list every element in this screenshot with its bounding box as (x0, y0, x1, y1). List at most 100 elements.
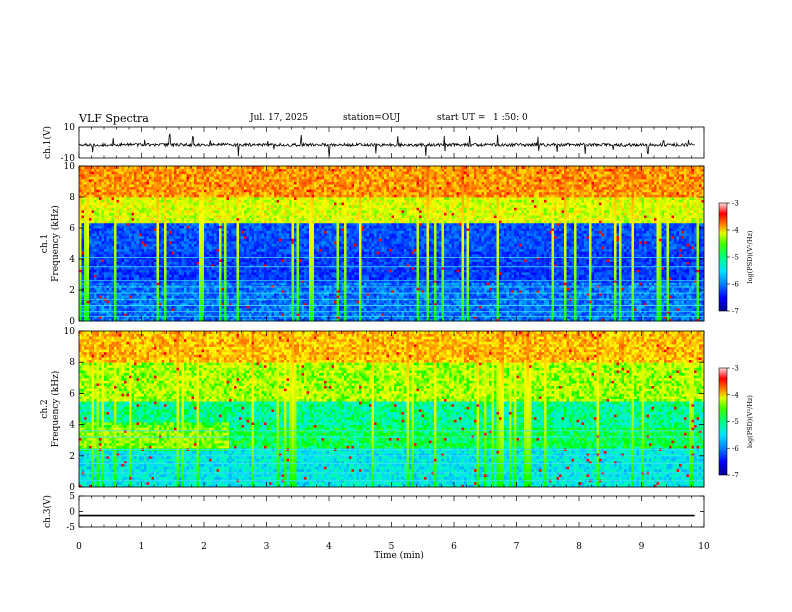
spectrogram-cell (697, 311, 700, 314)
spectrogram-cell (467, 313, 470, 316)
spectrogram-cell (569, 308, 572, 311)
spectrogram-cell (97, 311, 100, 314)
spectrogram-cell (497, 313, 500, 316)
spectrogram-cell (437, 313, 440, 316)
spectrogram-cell (567, 313, 570, 316)
spectrogram-cell (642, 311, 645, 314)
spectrogram-cell (557, 313, 560, 316)
spectrogram-cell (624, 308, 627, 311)
spectrogram-cell (372, 311, 375, 314)
spectrogram-cell (607, 313, 610, 316)
spectrogram-cell (129, 311, 132, 314)
spectrogram-cell (472, 308, 475, 311)
spectrogram-cell (419, 313, 422, 316)
spectrogram-cell (554, 311, 557, 314)
spectrogram-cell (494, 311, 497, 314)
spectrogram-cell (549, 313, 552, 316)
spectrogram-cell (509, 308, 512, 311)
spectrogram-cell (664, 308, 667, 311)
spectrogram-cell (284, 313, 287, 316)
spectrogram-cell (114, 311, 117, 314)
spectrogram-cell (592, 313, 595, 316)
spectrogram-cell (644, 308, 647, 311)
spectrogram-cell (362, 308, 365, 311)
spectrogram-cell (474, 313, 477, 316)
spectrogram-cell (632, 313, 635, 316)
spectrogram-cell (222, 311, 225, 314)
spectrogram-cell (684, 308, 687, 311)
spectrogram-cell (559, 313, 562, 316)
spectrogram-cell (329, 311, 332, 314)
spectrogram-cell (432, 311, 435, 314)
spectrogram-cell (629, 313, 632, 316)
spectrogram-cell (132, 311, 135, 314)
spectrogram-cell (452, 311, 455, 314)
spectrogram-cell (174, 308, 177, 311)
spectrogram-cell (569, 313, 572, 316)
spectrogram-cell (219, 311, 222, 314)
spectrogram-cell (347, 313, 350, 316)
spectrogram-cell (202, 311, 205, 314)
spectrogram-cell (589, 308, 592, 311)
spectrogram-cell (359, 313, 362, 316)
spectrogram-cell (224, 313, 227, 316)
spectrogram-cell (582, 308, 585, 311)
spectrogram-cell (127, 313, 130, 316)
spectrogram-cell (587, 308, 590, 311)
spectrogram-cell (599, 313, 602, 316)
spectrogram-cell (372, 313, 375, 316)
spectrogram-cell (117, 313, 120, 316)
spectrogram-cell (357, 311, 360, 314)
spectrogram-cell (589, 313, 592, 316)
spectrogram-cell (557, 311, 560, 314)
spectrogram-cell (164, 308, 167, 311)
spectrogram-cell (442, 311, 445, 314)
spectrogram-cell (619, 311, 622, 314)
spectrogram-cell (534, 313, 537, 316)
spectrogram-cell (232, 308, 235, 311)
spectrogram-cell (634, 311, 637, 314)
spectrogram-cell (617, 308, 620, 311)
spectrogram-cell (102, 313, 105, 316)
spectrogram-cell (177, 313, 180, 316)
spectrogram-cell (247, 313, 250, 316)
spectrogram-cell (224, 311, 227, 314)
spectrogram-cell (547, 313, 550, 316)
spectrogram-cell (539, 308, 542, 311)
spectrogram-cell (259, 308, 262, 311)
spectrogram-cell (597, 311, 600, 314)
spectrogram-cell (634, 313, 637, 316)
spectrogram-cell (119, 308, 122, 311)
spectrogram-cell (107, 308, 110, 311)
spectrogram-cell (662, 308, 665, 311)
spectrogram-cell (324, 311, 327, 314)
spectrogram-cell (134, 308, 137, 311)
spectrogram-cell (84, 313, 87, 316)
spectrogram-cell (227, 313, 230, 316)
spectrogram-cell (207, 308, 210, 311)
spectrogram-cell (422, 308, 425, 311)
spectrogram-cell (429, 308, 432, 311)
spectrogram-cell (669, 311, 672, 314)
spectrogram-cell (294, 313, 297, 316)
spectrogram-cell (102, 308, 105, 311)
spectrogram-cell (482, 313, 485, 316)
spectrogram-cell (514, 308, 517, 311)
spectrogram-cell (204, 313, 207, 316)
spectrogram-cell (627, 313, 630, 316)
spectrogram-cell (512, 308, 515, 311)
spectrogram-cell (277, 313, 280, 316)
spectrogram-cell (297, 313, 300, 316)
spectrogram-cell (499, 313, 502, 316)
spectrogram-cell (542, 311, 545, 314)
spectrogram-cell (384, 311, 387, 314)
spectrogram-cell (114, 308, 117, 311)
spectrogram-cell (99, 308, 102, 311)
spectrogram-cell (227, 308, 230, 311)
spectrogram-cell (409, 308, 412, 311)
spectrogram-cell (377, 311, 380, 314)
spectrogram-cell (239, 313, 242, 316)
spectrogram-cell (84, 308, 87, 311)
spectrogram-cell (187, 313, 190, 316)
spectrogram-cell (457, 313, 460, 316)
